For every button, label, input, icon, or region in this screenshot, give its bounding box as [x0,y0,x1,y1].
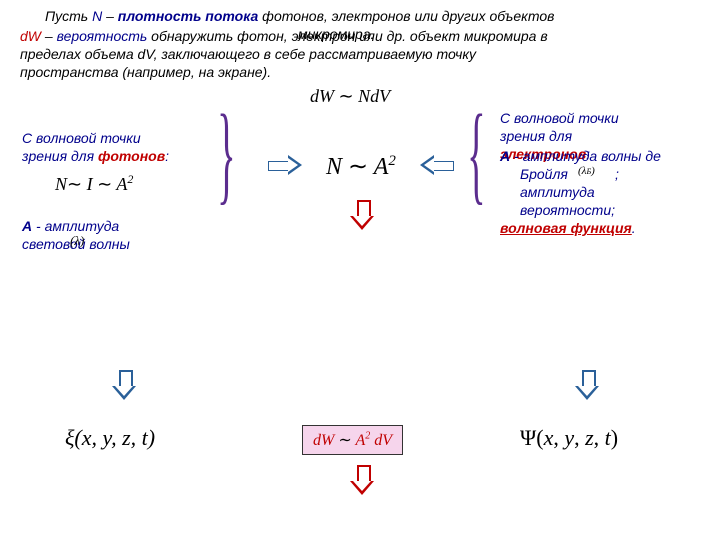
arrow-down-blue-left-icon [115,370,133,400]
arrow-down-blue-right-icon [578,370,596,400]
intro-line4: пространства (например, на экране). [20,64,271,80]
arrow-down-red-1-icon [353,200,371,230]
right-heading-1: С волновой точки [500,110,619,126]
arrow-right-icon [268,158,302,172]
intro-line3: пределах объема dV, заключающего в себе … [20,46,476,62]
formula-dW-NdV: dW ∼ NdV [310,86,390,107]
intro-line2: dW – вероятность обнаружить фотон, элект… [20,28,700,44]
bottom-left-formula: ξ(x, y, z, t) [65,425,155,451]
left-heading-1: С волновой точки [22,130,141,146]
right-heading-2: зрения для [500,128,572,144]
left-lambda: (λ) [70,233,84,249]
left-A-desc-1: A - амплитуда [22,218,119,234]
left-heading-2: зрения для фотонов: [22,148,169,164]
bottom-right-formula: Ψ(x, y, z, t) [520,425,618,451]
right-A-desc-1: A - амплитуда волны де [500,148,661,164]
intro-line1: Пусть N – плотность потока фотонов, элек… [45,8,685,24]
left-brace-icon: } [217,90,235,217]
arrow-down-red-2-icon [353,465,371,495]
right-semicolon: ; [615,166,619,182]
left-formula: N∼ I ∼ A2 [55,172,133,195]
right-lambda: (λБ) [578,165,595,177]
right-desc-4: вероятности; [520,202,615,218]
right-A-desc-2: Бройля [520,166,568,182]
center-formula: N ∼ A2 [326,152,396,181]
right-brace-icon: { [467,90,485,217]
arrow-left-icon [420,158,454,172]
right-wave-func: волновая функция. [500,220,636,236]
pink-box-formula: dW ∼ A2 dV [302,425,403,455]
right-desc-3: амплитуда [520,184,595,200]
